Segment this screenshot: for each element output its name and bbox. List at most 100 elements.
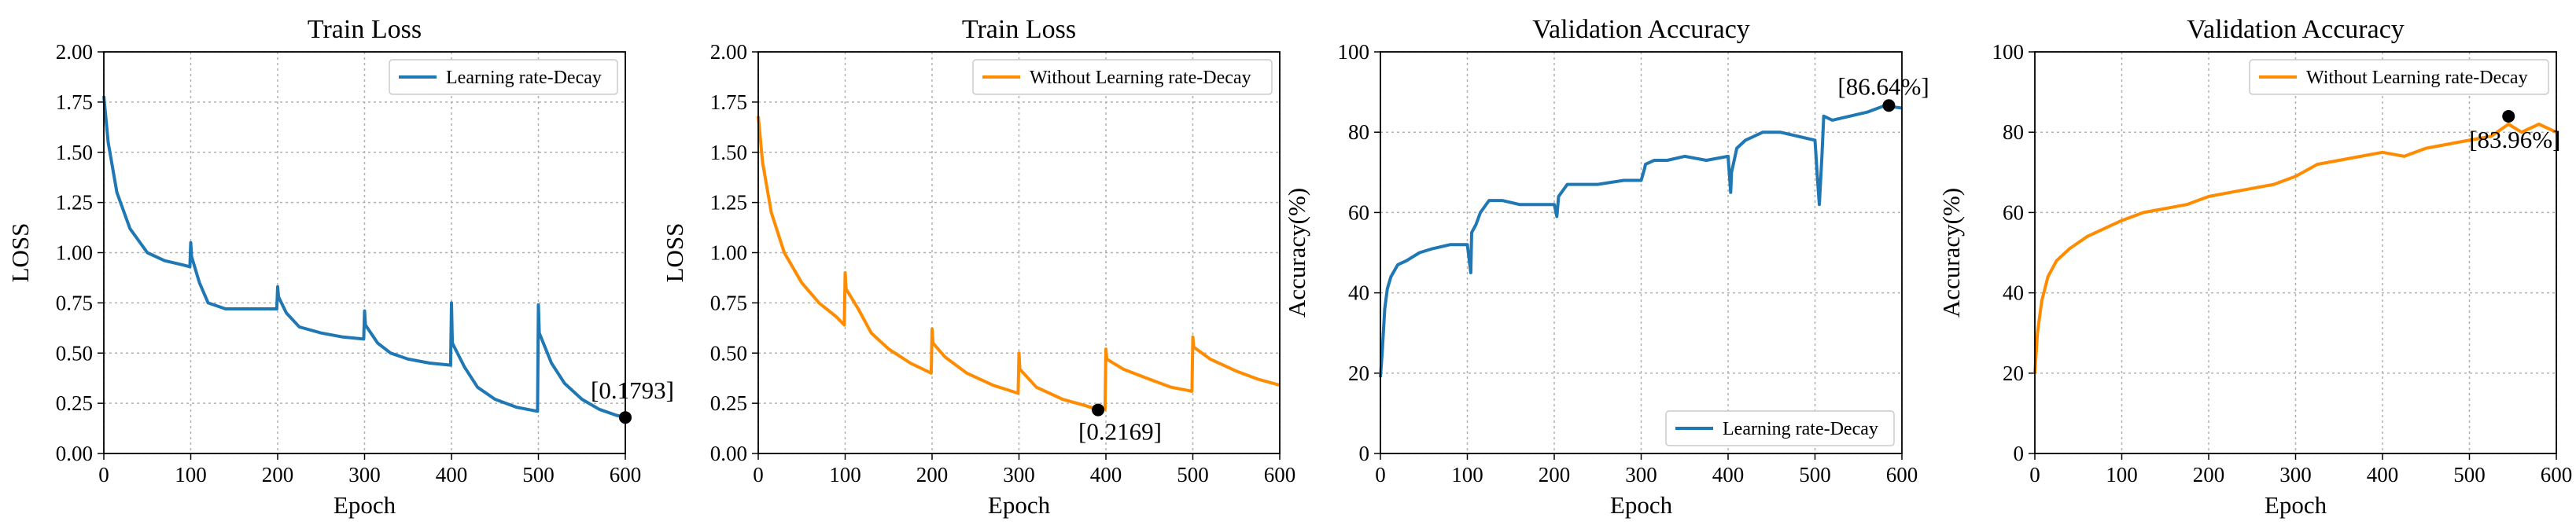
y-axis-label: LOSS — [661, 223, 688, 283]
y-tick-label: 100 — [1338, 40, 1370, 64]
x-tick-label: 0 — [753, 463, 764, 486]
x-tick-label: 200 — [2193, 463, 2225, 486]
y-axis-label: LOSS — [6, 223, 34, 283]
legend: Learning rate-Decay — [389, 59, 618, 95]
y-tick-label: 0.75 — [56, 291, 93, 314]
x-tick-label: 400 — [1090, 463, 1122, 486]
chart-title: Train Loss — [308, 15, 422, 44]
annotation-label: [0.1793] — [591, 376, 674, 404]
y-tick-label: 1.50 — [710, 141, 747, 164]
y-tick-label: 0.25 — [56, 391, 93, 415]
legend-box — [389, 59, 618, 95]
x-tick-label: 600 — [1264, 463, 1296, 486]
chart-title: Train Loss — [962, 15, 1076, 44]
chart-title: Validation Accuracy — [2187, 15, 2405, 44]
series-line-1 — [2033, 123, 2557, 373]
legend-box — [972, 59, 1273, 95]
plot-frame — [2034, 51, 2557, 454]
x-axis-label: Epoch — [334, 491, 396, 519]
y-tick-label: 1.50 — [56, 141, 93, 164]
chart-panel-4: 0 100 200 300 400 500 600 0 20 40 60 80 100 [83.96%] W… — [1937, 15, 2572, 519]
annotation-label: [0.2169] — [1078, 418, 1162, 446]
x-tick-label: 400 — [436, 463, 468, 486]
x-tick-label: 200 — [1539, 463, 1571, 486]
x-tick-label: 500 — [1799, 463, 1831, 486]
x-tick-label: 100 — [829, 463, 861, 486]
y-tick-label: 60 — [2003, 200, 2024, 224]
annotation-label: [86.64%] — [1837, 72, 1929, 100]
y-tick-label: 0.25 — [710, 391, 747, 415]
x-tick-label: 100 — [2106, 463, 2138, 486]
annotation-marker — [2502, 109, 2515, 123]
legend-label: Learning rate-Decay — [1723, 419, 1878, 439]
x-tick-label: 600 — [2541, 463, 2573, 486]
annotation-marker — [1882, 99, 1896, 112]
annotation-marker — [1092, 403, 1105, 417]
legend: Without Learning rate-Decay — [972, 59, 1273, 95]
y-tick-label: 40 — [1348, 281, 1369, 305]
x-tick-label: 300 — [1625, 463, 1657, 486]
x-tick-label: 0 — [2029, 463, 2040, 486]
legend-label: Without Learning rate-Decay — [2306, 68, 2528, 88]
series-line-1 — [1379, 104, 1903, 378]
y-tick-label: 1.25 — [710, 191, 747, 215]
y-tick-label: 100 — [1992, 40, 2025, 64]
y-tick-label: 0 — [2014, 442, 2025, 465]
y-tick-label: 2.00 — [56, 40, 93, 64]
plot-frame — [1380, 51, 1903, 454]
series-line-1 — [757, 116, 1281, 411]
y-tick-label: 0.75 — [710, 291, 747, 314]
y-tick-label: 1.75 — [56, 90, 93, 114]
y-tick-label: 1.00 — [710, 241, 747, 265]
x-tick-label: 0 — [1375, 463, 1386, 486]
x-tick-label: 200 — [916, 463, 949, 486]
y-tick-label: 60 — [1348, 200, 1369, 224]
x-tick-label: 300 — [348, 463, 381, 486]
chart-panel-2: 0 100 200 300 400 500 600 0.00 0.25 0.50 0.75 1.00 1… — [661, 15, 1295, 519]
y-axis-label: Accuracy(%) — [1283, 188, 1310, 318]
y-tick-label: 0 — [1359, 442, 1370, 465]
x-tick-label: 300 — [2279, 463, 2312, 486]
x-axis-label: Epoch — [1610, 491, 1673, 519]
x-tick-label: 0 — [98, 463, 109, 486]
y-tick-label: 20 — [2003, 362, 2024, 385]
y-tick-label: 0.50 — [710, 341, 747, 365]
y-tick-label: 1.75 — [710, 90, 747, 114]
x-tick-label: 100 — [175, 463, 207, 486]
x-tick-label: 100 — [1451, 463, 1483, 486]
series-line-1 — [102, 96, 626, 419]
x-axis-label: Epoch — [2265, 491, 2327, 519]
legend: Learning rate-Decay — [1665, 410, 1895, 446]
annotation-label: [83.96%] — [2469, 126, 2560, 153]
x-tick-label: 400 — [2367, 463, 2399, 486]
legend-label: Learning rate-Decay — [446, 68, 602, 88]
legend-label: Without Learning rate-Decay — [1030, 68, 1251, 88]
x-tick-label: 400 — [1712, 463, 1745, 486]
x-tick-label: 600 — [1886, 463, 1918, 486]
y-axis-label: Accuracy(%) — [1937, 188, 1965, 318]
x-tick-label: 200 — [262, 463, 294, 486]
y-tick-label: 1.25 — [56, 191, 93, 215]
chart-title: Validation Accuracy — [1532, 15, 1750, 44]
x-axis-label: Epoch — [988, 491, 1051, 519]
y-tick-label: 0.00 — [56, 442, 93, 465]
x-tick-label: 500 — [2453, 463, 2486, 486]
legend-box — [1665, 410, 1895, 446]
y-tick-label: 80 — [1348, 120, 1369, 144]
y-tick-label: 80 — [2003, 120, 2024, 144]
y-tick-label: 20 — [1348, 362, 1369, 385]
chart-panel-1: 0 100 200 300 400 500 600 0.00 0.25 0.50 0.75 1.00 1… — [6, 15, 674, 519]
x-tick-label: 500 — [522, 463, 555, 486]
plot-frame — [757, 51, 1281, 454]
y-tick-label: 40 — [2003, 281, 2024, 305]
chart-panel-3: 0 100 200 300 400 500 600 0 20 40 60 80 100 [86.64%] L… — [1283, 15, 1929, 519]
x-tick-label: 500 — [1177, 463, 1209, 486]
legend: Without Learning rate-Decay — [2249, 59, 2549, 95]
y-tick-label: 2.00 — [710, 40, 747, 64]
legend-box — [2249, 59, 2549, 95]
y-tick-label: 1.00 — [56, 241, 93, 265]
annotation-marker — [619, 411, 632, 424]
plot-frame — [103, 51, 626, 454]
y-tick-label: 0.00 — [710, 442, 747, 465]
